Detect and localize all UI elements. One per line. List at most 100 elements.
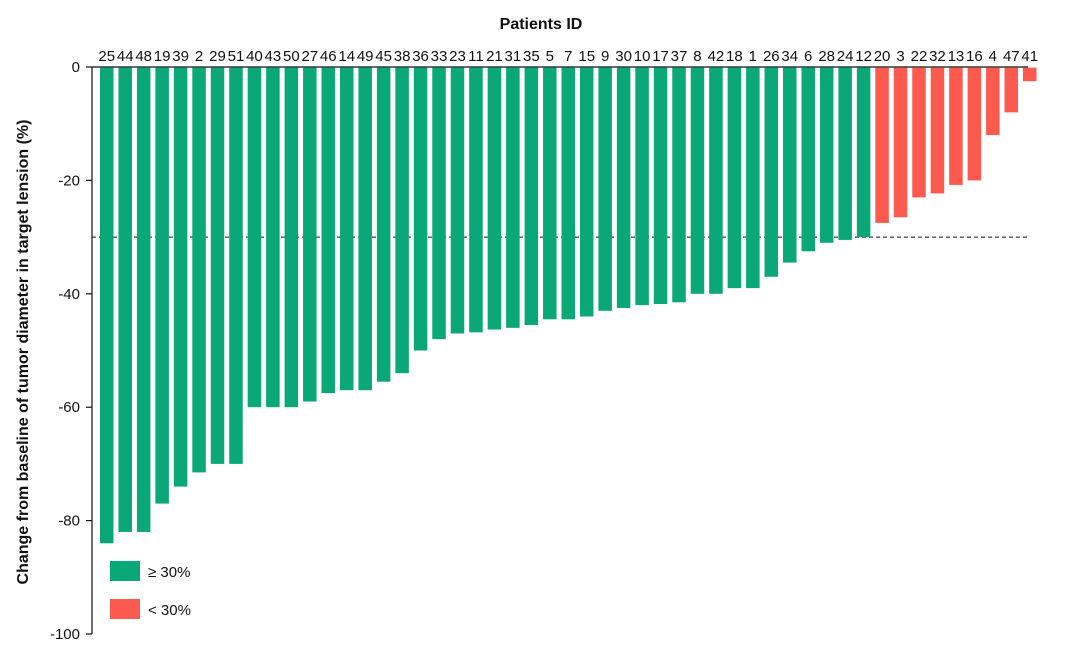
patient-id-label: 39 (172, 48, 189, 65)
bar-patient-21 (487, 67, 502, 330)
patient-id-label: 49 (357, 48, 374, 65)
patient-id-label: 17 (652, 48, 669, 65)
patient-id-label: 41 (1021, 48, 1038, 65)
y-axis: 0 -20 -40 -60 -80 -100 (50, 59, 1028, 643)
patient-id-label: 23 (449, 48, 466, 65)
patient-id-label: 42 (708, 48, 725, 65)
bars (100, 67, 1037, 544)
bar-patient-20 (875, 67, 889, 223)
patient-id-label: 28 (818, 48, 835, 65)
patient-id-label: 37 (671, 48, 688, 65)
bar-patient-30 (616, 67, 631, 308)
y-tick-label: -20 (58, 172, 80, 189)
patient-id-label: 30 (615, 48, 632, 65)
patient-id-label: 1 (749, 48, 757, 65)
bar-patient-50 (284, 67, 299, 408)
bar-patient-45 (376, 67, 391, 382)
bar-patient-19 (155, 67, 169, 504)
patient-id-label: 5 (546, 48, 554, 65)
patient-id-label: 40 (246, 48, 263, 65)
y-tick-label: -80 (58, 513, 80, 530)
patient-id-label: 26 (763, 48, 780, 65)
legend-swatch (110, 561, 140, 581)
legend-label: < 30% (148, 602, 191, 619)
bar-patient-22 (912, 67, 926, 198)
bar-patient-48 (136, 67, 151, 532)
bar-patient-25 (100, 67, 114, 544)
chart-title: Patients ID (500, 16, 583, 33)
patient-id-label: 27 (301, 48, 318, 65)
patient-id-label: 18 (726, 48, 743, 65)
bar-patient-27 (303, 67, 317, 402)
bar-patient-10 (635, 67, 649, 306)
patient-id-label: 24 (837, 48, 854, 65)
bar-patient-31 (506, 67, 520, 328)
patient-id-label: 22 (911, 48, 928, 65)
patient-id-label: 20 (874, 48, 891, 65)
patient-id-label: 16 (966, 48, 983, 65)
bar-patient-15 (579, 67, 594, 317)
bar-patient-47 (1004, 67, 1019, 113)
patient-id-label: 44 (117, 48, 134, 65)
patient-id-label: 48 (135, 48, 152, 65)
bar-patient-7 (561, 67, 575, 320)
bar-patient-39 (173, 67, 188, 487)
patient-id-label: 11 (468, 48, 484, 65)
legend-swatch (110, 599, 140, 619)
patient-id-label: 47 (1003, 48, 1020, 65)
patient-id-label: 9 (601, 48, 609, 65)
bar-patient-8 (690, 67, 705, 294)
patient-id-label: 6 (804, 48, 812, 65)
patient-id-label: 45 (375, 48, 392, 65)
patient-id-label: 14 (338, 48, 355, 65)
bar-patient-3 (893, 67, 908, 218)
patient-id-label: 50 (283, 48, 300, 65)
patient-id-label: 33 (431, 48, 448, 65)
bar-patient-24 (838, 67, 852, 240)
legend: ≥ 30% < 30% (110, 561, 191, 619)
bar-patient-16 (967, 67, 982, 181)
bar-patient-5 (543, 67, 557, 320)
bar-patient-40 (247, 67, 262, 408)
patient-id-label: 43 (265, 48, 282, 65)
patient-id-label: 12 (855, 48, 872, 65)
patient-id-label: 31 (505, 48, 522, 65)
y-tick-label: -60 (58, 399, 80, 416)
y-tick-label: 0 (72, 59, 80, 76)
bar-patient-2 (192, 67, 206, 473)
bar-patient-35 (524, 67, 539, 325)
bar-patient-9 (598, 67, 612, 311)
bar-patient-44 (118, 67, 132, 532)
patient-id-label: 46 (320, 48, 337, 65)
patient-id-label: 10 (634, 48, 651, 65)
bar-patient-14 (339, 67, 354, 391)
bar-patient-1 (746, 67, 760, 289)
patient-id-label: 34 (781, 48, 798, 65)
bar-patient-32 (930, 67, 945, 194)
bar-patient-17 (653, 67, 668, 305)
bar-patient-49 (358, 67, 372, 391)
patient-id-label: 36 (412, 48, 429, 65)
patient-id-label: 29 (209, 48, 226, 65)
patient-id-label: 3 (896, 48, 904, 65)
bar-patient-26 (764, 67, 779, 277)
legend-label: ≥ 30% (148, 564, 190, 581)
patient-id-labels: 25 44 48 19 39 2 29 51 40 43 50 27 46 14 49 45 38 36 33 23 1… (98, 48, 1038, 65)
bar-patient-18 (727, 67, 742, 289)
y-tick-label: -40 (58, 286, 80, 303)
bar-patient-4 (986, 67, 1000, 136)
bar-patient-46 (321, 67, 336, 394)
patient-id-label: 38 (394, 48, 411, 65)
patient-id-label: 21 (486, 48, 503, 65)
bar-patient-12 (856, 67, 871, 238)
patient-id-label: 13 (948, 48, 965, 65)
bar-patient-42 (709, 67, 723, 294)
bar-patient-37 (672, 67, 686, 303)
y-tick-label: -100 (50, 626, 80, 643)
patient-id-label: 2 (195, 48, 203, 65)
bar-patient-13 (949, 67, 963, 185)
bar-patient-41 (1023, 67, 1037, 82)
y-axis-label: Change from baseline of tumor diameter i… (15, 120, 32, 585)
patient-id-label: 25 (98, 48, 115, 65)
